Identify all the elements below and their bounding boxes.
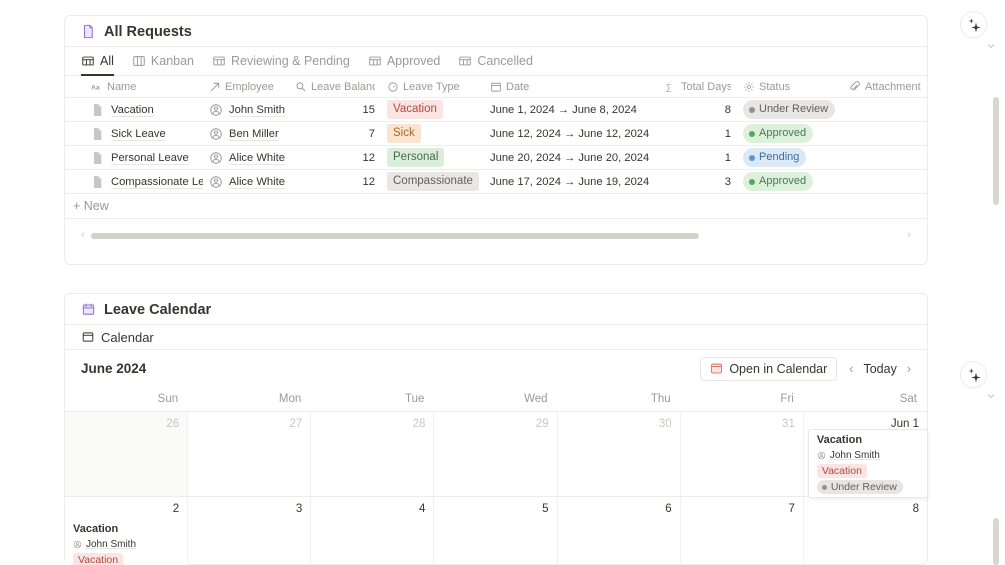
svg-text:Aa: Aa [91, 84, 100, 91]
svg-text:∑: ∑ [666, 83, 672, 92]
